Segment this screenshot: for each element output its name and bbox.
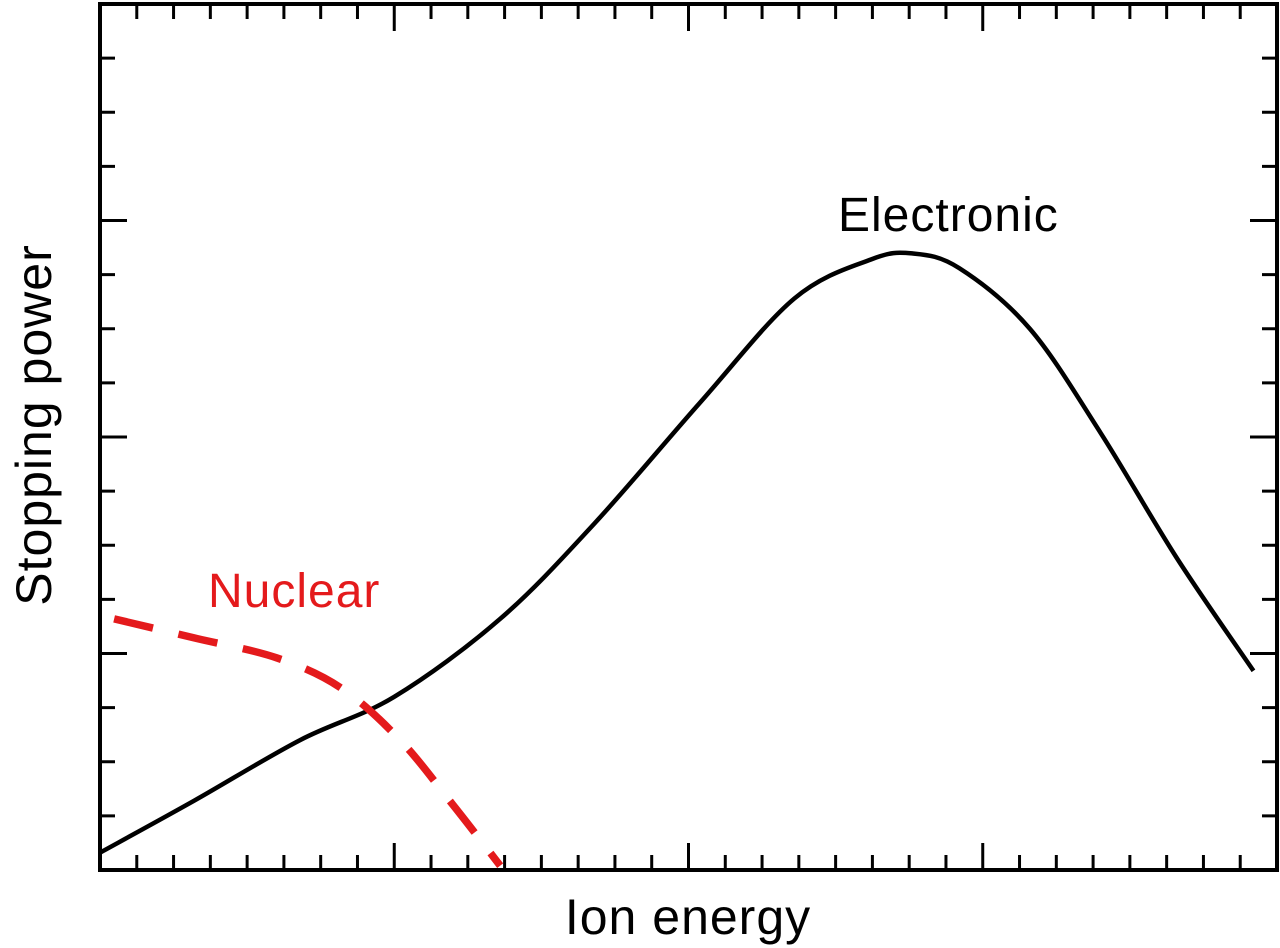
x-axis-label: Ion energy — [564, 889, 812, 945]
plot-frame — [98, 2, 1279, 872]
nuclear-curve — [113, 615, 504, 868]
electronic-curve — [98, 250, 1256, 855]
series-label-electronic: Electronic — [838, 189, 1059, 242]
y-axis-label: Stopping power — [6, 244, 62, 606]
series-label-nuclear: Nuclear — [208, 565, 381, 618]
